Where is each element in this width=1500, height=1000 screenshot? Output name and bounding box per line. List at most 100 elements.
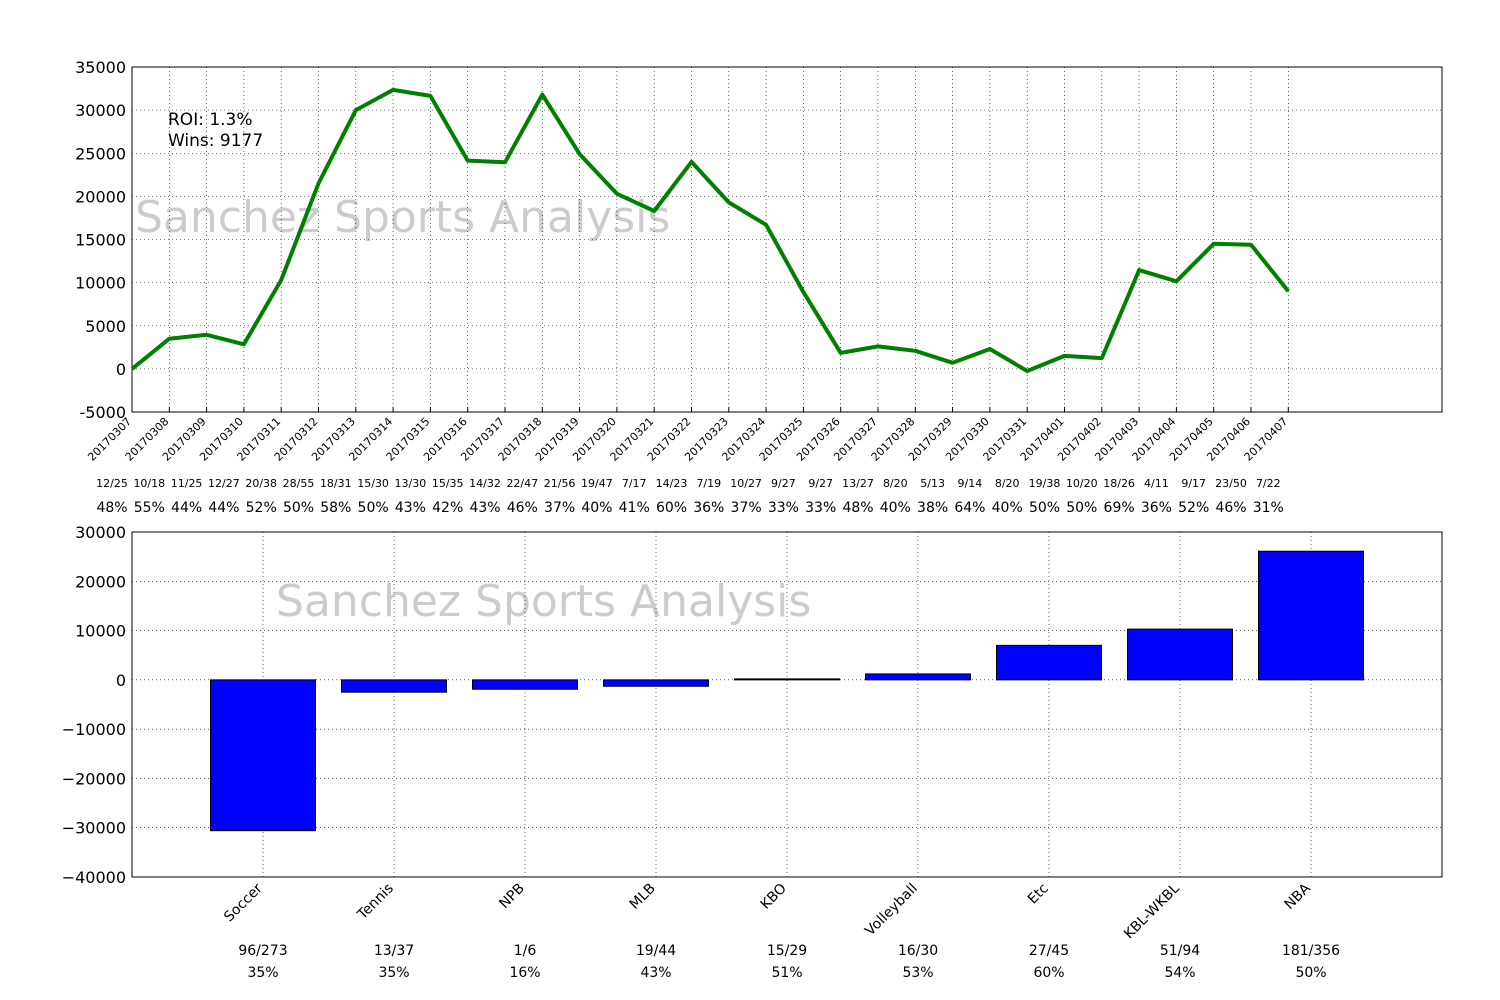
line-rate-label: 42% bbox=[432, 500, 463, 516]
line-record-label: 14/23 bbox=[656, 477, 688, 490]
line-rate-label: 50% bbox=[1066, 500, 1097, 516]
line-rate-label: 40% bbox=[992, 500, 1023, 516]
bar-y-tick-label: 30000 bbox=[75, 523, 126, 542]
line-y-tick-label: 15000 bbox=[75, 231, 126, 250]
bar-record-label: 27/45 bbox=[1029, 943, 1069, 959]
bar-rate-label: 35% bbox=[378, 965, 409, 981]
line-rate-label: 50% bbox=[283, 500, 314, 516]
bar bbox=[472, 679, 578, 690]
line-rate-label: 48% bbox=[96, 500, 127, 516]
line-record-label: 10/27 bbox=[730, 477, 762, 490]
line-rate-label: 46% bbox=[507, 500, 538, 516]
line-rate-label: 52% bbox=[246, 500, 277, 516]
line-record-label: 12/25 bbox=[96, 477, 128, 490]
bar-rate-label: 16% bbox=[509, 965, 540, 981]
line-record-label: 21/56 bbox=[544, 477, 576, 490]
line-record-label: 9/17 bbox=[1181, 477, 1206, 490]
bar-rate-label: 60% bbox=[1033, 965, 1064, 981]
bar-category-label: Tennis bbox=[354, 881, 397, 924]
line-y-tick-label: 20000 bbox=[75, 187, 126, 206]
line-record-label: 13/27 bbox=[842, 477, 874, 490]
line-rate-label: 40% bbox=[581, 500, 612, 516]
line-record-label: 19/38 bbox=[1029, 477, 1061, 490]
bar-category-label: Volleyball bbox=[862, 881, 921, 940]
bar-y-tick-label: −20000 bbox=[62, 769, 126, 788]
bar-y-tick-label: 0 bbox=[116, 671, 126, 690]
line-record-label: 9/27 bbox=[808, 477, 833, 490]
line-rate-label: 69% bbox=[1104, 500, 1135, 516]
bar-category-label: KBO bbox=[758, 881, 790, 913]
bar-record-label: 13/37 bbox=[374, 943, 414, 959]
line-record-label: 7/19 bbox=[696, 477, 721, 490]
line-rate-label: 55% bbox=[134, 500, 165, 516]
line-record-label: 4/11 bbox=[1144, 477, 1169, 490]
bar bbox=[603, 679, 709, 687]
bar bbox=[1258, 550, 1364, 681]
line-rate-label: 41% bbox=[619, 500, 650, 516]
line-rate-label: 37% bbox=[544, 500, 575, 516]
line-y-tick-label: 30000 bbox=[75, 101, 126, 120]
line-y-tick-label: 5000 bbox=[85, 317, 126, 336]
bar-plot-frame bbox=[131, 531, 1443, 878]
line-record-label: 11/25 bbox=[171, 477, 203, 490]
line-rate-label: 60% bbox=[656, 500, 687, 516]
bar-watermark: Sanchez Sports Analysis bbox=[276, 576, 811, 627]
bar-category-label: MLB bbox=[627, 881, 659, 913]
bar-category-label: Soccer bbox=[221, 880, 266, 925]
line-watermark: Sanchez Sports Analysis bbox=[135, 192, 670, 243]
line-plot-frame bbox=[131, 66, 1443, 413]
line-rate-label: 50% bbox=[358, 500, 389, 516]
line-record-label: 18/31 bbox=[320, 477, 352, 490]
bar-rate-label: 53% bbox=[902, 965, 933, 981]
line-record-label: 7/17 bbox=[622, 477, 647, 490]
bar bbox=[341, 679, 447, 693]
line-rate-label: 48% bbox=[842, 500, 873, 516]
line-record-label: 7/22 bbox=[1256, 477, 1281, 490]
bar-rate-label: 54% bbox=[1164, 965, 1195, 981]
line-rate-label: 43% bbox=[395, 500, 426, 516]
bar-record-label: 51/94 bbox=[1160, 943, 1200, 959]
line-rate-label: 43% bbox=[469, 500, 500, 516]
line-record-label: 10/20 bbox=[1066, 477, 1098, 490]
line-rate-label: 40% bbox=[880, 500, 911, 516]
line-y-tick-label: 0 bbox=[116, 360, 126, 379]
line-rate-label: 52% bbox=[1178, 500, 1209, 516]
line-rate-label: 36% bbox=[693, 500, 724, 516]
line-rate-label: 36% bbox=[1141, 500, 1172, 516]
line-y-tick-label: -5000 bbox=[80, 403, 127, 422]
line-rate-label: 46% bbox=[1215, 500, 1246, 516]
bar-y-tick-label: 20000 bbox=[75, 572, 126, 591]
line-rate-label: 31% bbox=[1253, 500, 1284, 516]
line-y-tick-label: 10000 bbox=[75, 274, 126, 293]
bar bbox=[1127, 628, 1233, 681]
line-y-tick-label: 35000 bbox=[75, 58, 126, 77]
line-record-label: 9/27 bbox=[771, 477, 796, 490]
bar-record-label: 181/356 bbox=[1282, 943, 1340, 959]
bar bbox=[210, 679, 316, 832]
bar-rate-label: 51% bbox=[771, 965, 802, 981]
line-record-label: 8/20 bbox=[995, 477, 1020, 490]
line-record-label: 28/55 bbox=[283, 477, 315, 490]
bar-record-label: 1/6 bbox=[514, 943, 537, 959]
line-record-label: 10/18 bbox=[133, 477, 165, 490]
bar-record-label: 16/30 bbox=[898, 943, 938, 959]
line-record-label: 23/50 bbox=[1215, 477, 1247, 490]
bar-category-label: KBL-WKBL bbox=[1121, 880, 1183, 942]
line-record-label: 18/26 bbox=[1103, 477, 1135, 490]
bar-y-tick-label: −30000 bbox=[62, 819, 126, 838]
bar bbox=[996, 644, 1102, 681]
bar-y-tick-label: −40000 bbox=[62, 868, 126, 887]
line-rate-label: 58% bbox=[320, 500, 351, 516]
line-rate-label: 33% bbox=[805, 500, 836, 516]
line-rate-label: 37% bbox=[731, 500, 762, 516]
bar bbox=[865, 673, 971, 681]
line-record-label: 14/32 bbox=[469, 477, 501, 490]
line-rate-label: 44% bbox=[171, 500, 202, 516]
line-rate-label: 64% bbox=[954, 500, 985, 516]
bar-rate-label: 43% bbox=[640, 965, 671, 981]
bar-category-label: Etc bbox=[1025, 881, 1052, 908]
bar bbox=[734, 678, 840, 681]
line-rate-label: 38% bbox=[917, 500, 948, 516]
line-y-tick-label: 25000 bbox=[75, 144, 126, 163]
